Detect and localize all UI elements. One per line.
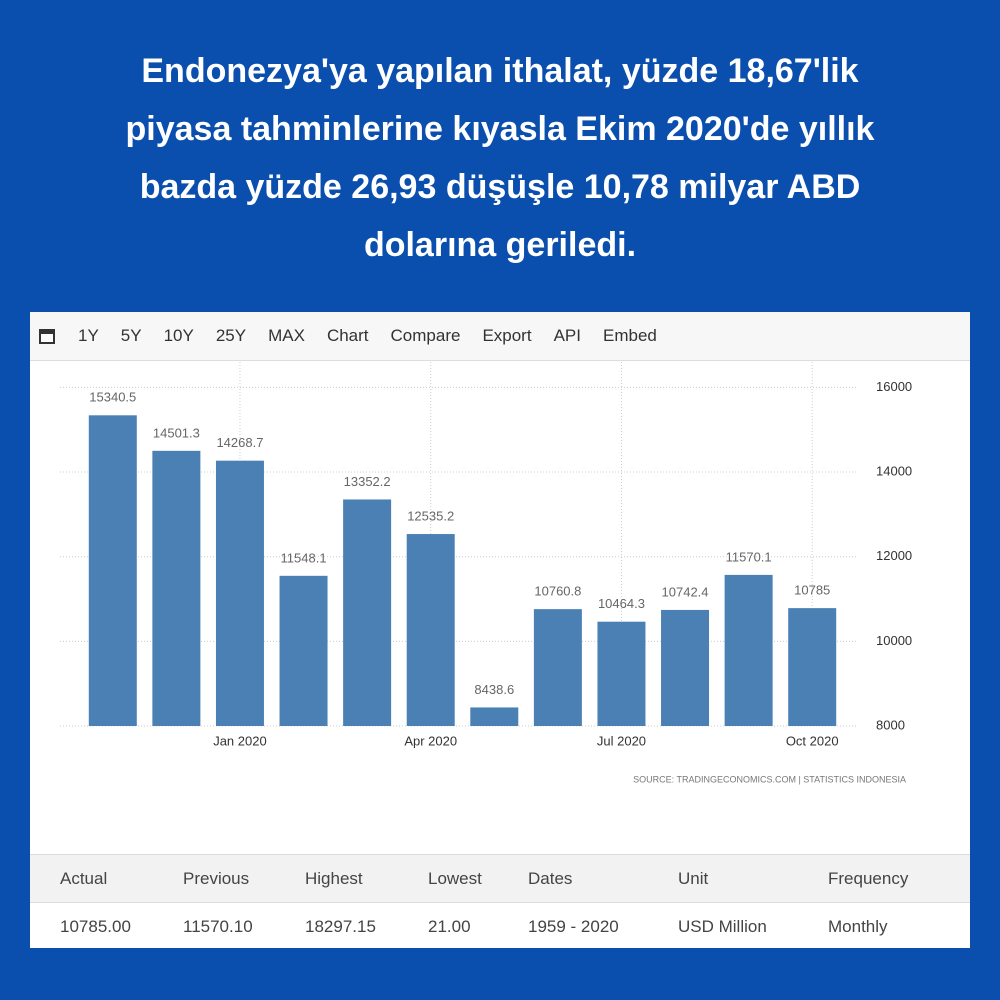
table-cell: USD Million: [678, 917, 767, 936]
toolbar-item[interactable]: Export: [482, 326, 532, 345]
toolbar-item[interactable]: Compare: [390, 326, 461, 345]
toolbar: 1Y 5Y 10Y 25Y MAX Chart Compare Export API Embed: [30, 312, 970, 361]
y-tick-label: 8000: [876, 717, 905, 732]
y-tick-label: 14000: [876, 463, 912, 478]
value-label: 10760.8: [534, 584, 581, 599]
table-cell: Unit: [678, 869, 709, 888]
headline: Endonezya'ya yapılan ithalat, yüzde 18,6…: [0, 42, 1000, 274]
bar: [533, 609, 582, 726]
table-cell: Dates: [528, 869, 573, 888]
y-tick-label: 16000: [876, 379, 912, 394]
x-tick-label: Jul 2020: [597, 733, 646, 748]
bar: [597, 621, 646, 726]
x-tick-label: Jan 2020: [213, 733, 267, 748]
toolbar-item[interactable]: API: [553, 326, 581, 345]
headline-line: bazda yüzde 26,93 düşüşle 10,78 milyar A…: [139, 168, 861, 206]
table-cell: Actual: [60, 869, 108, 888]
bar: [215, 460, 264, 726]
toolbar-item[interactable]: 10Y: [163, 326, 194, 345]
table-cell: Lowest: [428, 869, 482, 888]
value-label: 15340.5: [89, 390, 136, 405]
bar: [724, 574, 773, 726]
table-cell: Highest: [305, 869, 363, 888]
value-label: 10742.4: [662, 584, 709, 599]
toolbar-item[interactable]: Chart: [326, 326, 369, 345]
bar: [279, 575, 328, 726]
calendar-icon[interactable]: [38, 327, 56, 345]
table-cell: 10785.00: [60, 917, 131, 936]
bar: [470, 707, 519, 726]
table-cell: 18297.15: [305, 917, 376, 936]
table-cell: Previous: [183, 869, 250, 888]
bar: [152, 450, 201, 726]
table-header: Actual Previous Highest Lowest Dates Unit Freq…: [30, 854, 970, 903]
toolbar-item[interactable]: Embed: [602, 326, 657, 345]
value-label: 10464.3: [598, 596, 645, 611]
value-label: 14501.3: [153, 425, 200, 440]
value-label: 13352.2: [344, 474, 391, 489]
value-label: 11570.1: [726, 549, 772, 564]
headline-line: piyasa tahminlerine kıyasla Ekim 2020'de…: [125, 110, 875, 148]
table-cell: 1959 - 2020: [528, 917, 619, 936]
x-tick-label: Apr 2020: [404, 733, 457, 748]
headline-line: dolarına geriledi.: [363, 226, 637, 264]
value-label: 10785: [794, 583, 830, 598]
value-label: 8438.6: [474, 682, 514, 697]
y-tick-label: 12000: [876, 548, 912, 563]
table-cell: 21.00: [428, 917, 471, 936]
table-row: 10785.00 11570.10 18297.15 21.00 1959 - 2020…: [30, 903, 970, 950]
value-label: 14268.7: [216, 435, 263, 450]
toolbar-item[interactable]: 1Y: [78, 326, 99, 345]
toolbar-item[interactable]: MAX: [268, 326, 305, 345]
headline-line: Endonezya'ya yapılan ithalat, yüzde 18,6…: [141, 52, 859, 90]
toolbar-item[interactable]: 5Y: [120, 326, 142, 345]
bar: [88, 415, 137, 726]
table-cell: Monthly: [828, 917, 888, 936]
toolbar-item[interactable]: 25Y: [215, 326, 247, 345]
value-label: 11548.1: [281, 550, 327, 565]
value-label: 12535.2: [407, 508, 454, 523]
y-tick-label: 10000: [876, 633, 912, 648]
table-cell: Frequency: [828, 869, 909, 888]
bar: [788, 608, 837, 726]
bar: [343, 499, 392, 726]
table-cell: 11570.10: [183, 917, 253, 936]
table: Actual Previous Highest Lowest Dates Unit Freq…: [30, 854, 970, 948]
bar: [406, 534, 455, 726]
x-tick-label: Oct 2020: [786, 733, 839, 748]
source: SOURCE: TRADINGECONOMICS.COM | STATISTIC…: [633, 774, 906, 784]
bar: [661, 609, 710, 726]
